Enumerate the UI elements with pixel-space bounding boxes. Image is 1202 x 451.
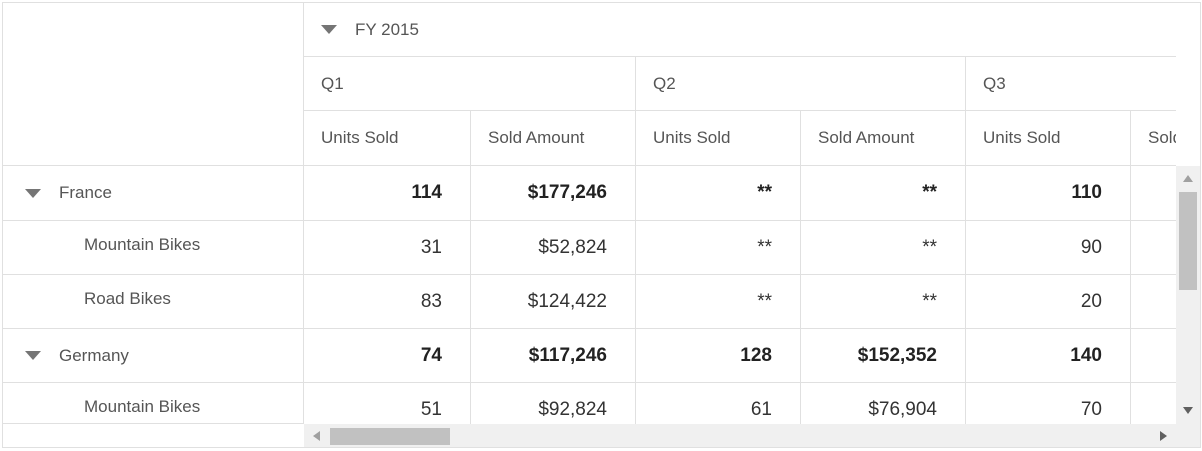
value-cell[interactable] <box>1131 221 1176 275</box>
value-cell[interactable]: $117,246 <box>471 329 636 383</box>
row-header-germany[interactable]: Germany <box>3 329 304 383</box>
measure-header[interactable]: Units Sold <box>636 111 801 166</box>
horizontal-scroll-thumb[interactable] <box>330 428 450 445</box>
measure-label: Sold Amount <box>488 128 585 147</box>
value-cell[interactable]: $152,352 <box>801 329 966 383</box>
column-header-year[interactable]: FY 2015 <box>304 3 1176 57</box>
value-cell[interactable]: 128 <box>636 329 801 383</box>
value-cell[interactable]: 61 <box>636 383 801 424</box>
scroll-down-arrow-icon[interactable] <box>1183 407 1193 414</box>
scroll-right-arrow-icon[interactable] <box>1160 431 1167 441</box>
caret-down-icon[interactable] <box>321 25 337 34</box>
measure-header[interactable]: Units Sold <box>304 111 471 166</box>
value-cell[interactable]: 74 <box>304 329 471 383</box>
measure-header[interactable]: Sold Amount <box>471 111 636 166</box>
measure-label: Units Sold <box>321 128 399 147</box>
quarter-label: Q1 <box>321 73 344 93</box>
quarter-label: Q3 <box>983 73 1006 93</box>
value-cell[interactable]: $76,904 <box>801 383 966 424</box>
value-cell[interactable]: 83 <box>304 275 471 329</box>
value-cell[interactable]: ** <box>636 221 801 275</box>
value-cell[interactable]: 114 <box>304 166 471 221</box>
row-header-mountain-bikes[interactable]: Mountain Bikes <box>3 221 304 275</box>
row-label: Mountain Bikes <box>84 235 201 254</box>
value-cell[interactable]: ** <box>801 275 966 329</box>
scroll-left-arrow-icon[interactable] <box>313 431 320 441</box>
value-cell[interactable]: 51 <box>304 383 471 424</box>
horizontal-scrollbar[interactable] <box>304 424 1200 447</box>
measure-label: Units Sold <box>653 128 731 147</box>
row-label: France <box>59 183 112 202</box>
caret-down-icon[interactable] <box>25 188 41 198</box>
value-cell[interactable] <box>1131 166 1176 221</box>
measure-header[interactable]: Sold Amount <box>801 111 966 166</box>
value-cell[interactable]: $177,246 <box>471 166 636 221</box>
value-cell[interactable]: $124,422 <box>471 275 636 329</box>
row-label: Road Bikes <box>84 289 171 308</box>
scroll-up-arrow-icon[interactable] <box>1183 175 1193 182</box>
measure-header[interactable]: Sold Amount <box>1131 111 1176 166</box>
year-label: FY 2015 <box>355 19 419 39</box>
value-cell[interactable]: ** <box>636 166 801 221</box>
value-cell[interactable]: 31 <box>304 221 471 275</box>
value-cell[interactable]: $52,824 <box>471 221 636 275</box>
measure-header[interactable]: Units Sold <box>966 111 1131 166</box>
measure-label: Sold Amount <box>818 128 915 147</box>
row-header-mountain-bikes[interactable]: Mountain Bikes <box>3 383 304 424</box>
value-cell[interactable] <box>1131 329 1176 383</box>
vertical-scrollbar[interactable] <box>1176 166 1200 424</box>
value-cell[interactable]: ** <box>636 275 801 329</box>
value-cell[interactable] <box>1131 275 1176 329</box>
column-header-q3[interactable]: Q3 <box>966 57 1176 111</box>
values-viewport: FY 2015 Q1 Q2 Q3 Units Sold Sold Amount … <box>304 3 1176 424</box>
row-label: Germany <box>59 345 129 365</box>
value-cell[interactable] <box>1131 383 1176 424</box>
caret-down-icon[interactable] <box>25 351 41 360</box>
value-cell[interactable]: 90 <box>966 221 1131 275</box>
value-cell[interactable]: $92,824 <box>471 383 636 424</box>
value-cell[interactable]: 20 <box>966 275 1131 329</box>
measure-label: Sold Amount <box>1148 128 1176 147</box>
row-label: Mountain Bikes <box>84 397 201 416</box>
row-header-road-bikes[interactable]: Road Bikes <box>3 275 304 329</box>
value-cell[interactable]: 140 <box>966 329 1131 383</box>
vertical-scroll-thumb[interactable] <box>1179 192 1197 290</box>
quarter-label: Q2 <box>653 73 676 93</box>
value-cell[interactable]: ** <box>801 221 966 275</box>
value-cell[interactable]: 110 <box>966 166 1131 221</box>
measure-label: Units Sold <box>983 128 1061 147</box>
value-cell[interactable]: 70 <box>966 383 1131 424</box>
value-cell[interactable]: ** <box>801 166 966 221</box>
column-header-q1[interactable]: Q1 <box>304 57 636 111</box>
row-header-france[interactable]: France <box>3 166 304 221</box>
column-header-q2[interactable]: Q2 <box>636 57 966 111</box>
grid-corner <box>3 3 304 166</box>
